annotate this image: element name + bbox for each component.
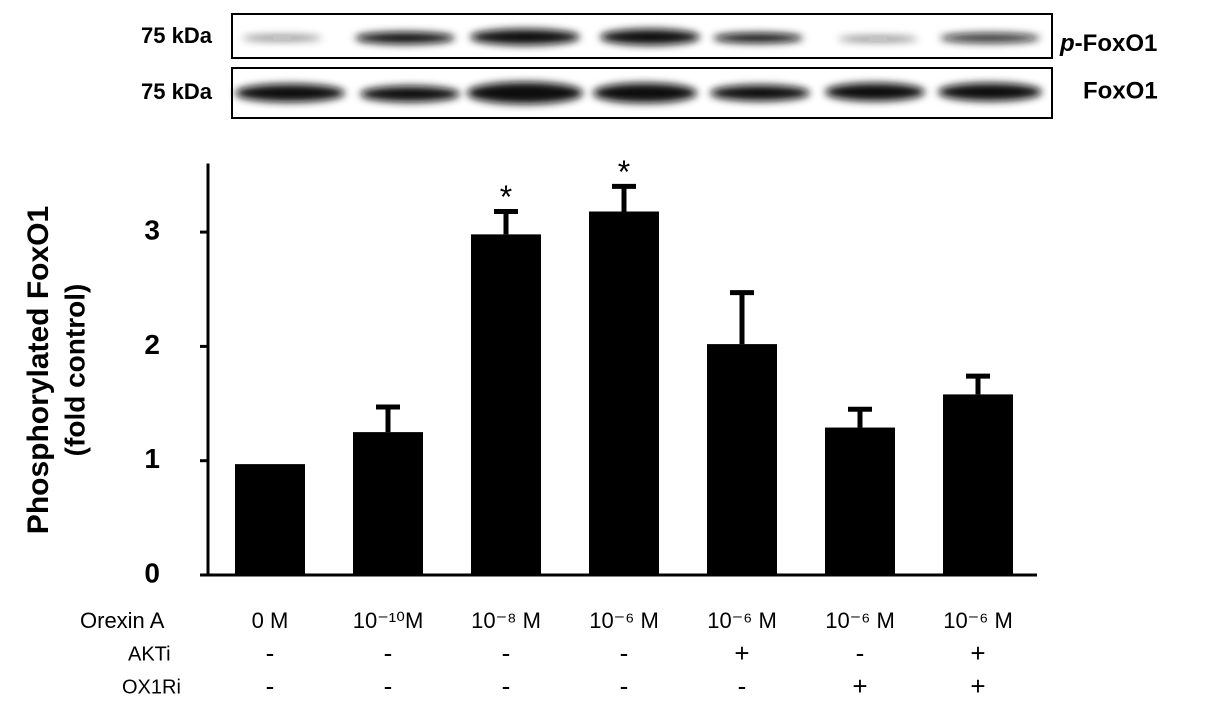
y-axis-title-line: Phosphorylated FoxO1 (22, 206, 55, 534)
blot-size: 75 kDa (141, 23, 213, 48)
x-tick-label: 10⁻⁶ M (707, 608, 777, 633)
x-tick-label: 10⁻⁶ M (589, 608, 659, 633)
condition-value: - (856, 638, 865, 668)
blot-size: 75 kDa (141, 79, 213, 104)
y-tick-label: 3 (144, 214, 160, 245)
y-axis-title-line: (fold control) (59, 284, 90, 457)
blot-label: p-FoxO1 (1059, 30, 1157, 57)
blot-label-text: -FoxO1 (1075, 30, 1158, 57)
error-bar (848, 406, 872, 428)
error-bar (730, 290, 754, 345)
condition-value: - (620, 638, 629, 668)
error-bar (966, 373, 990, 395)
condition-value: - (620, 671, 629, 701)
x-tick-label: 10⁻⁸ M (471, 608, 541, 633)
condition-value: + (970, 671, 985, 701)
x-tick-label: 10⁻⁶ M (943, 608, 1013, 633)
x-tick-label: 10⁻⁶ M (825, 608, 895, 633)
bar (353, 432, 423, 575)
condition-name: AKTi (128, 643, 171, 665)
y-tick-label: 2 (144, 329, 160, 360)
blot-label-prefix: p (1059, 30, 1075, 57)
condition-value: - (266, 671, 275, 701)
x-tick-label: 0 M (252, 608, 289, 633)
y-tick-label: 1 (144, 443, 160, 474)
condition-value: - (738, 671, 747, 701)
condition-value: - (384, 638, 393, 668)
error-bar (494, 209, 518, 235)
condition-value: - (266, 638, 275, 668)
error-bar (612, 183, 636, 212)
blot-label: FoxO1 (1083, 77, 1158, 104)
y-tick-label: 0 (144, 557, 160, 588)
x-tick-label: 10⁻¹⁰M (353, 608, 424, 633)
blot-top (231, 13, 1053, 59)
condition-value: - (384, 671, 393, 701)
condition-value: - (502, 638, 511, 668)
significance-marker: * (618, 154, 630, 190)
blot-bottom (231, 67, 1053, 119)
condition-name: OX1Ri (122, 676, 181, 698)
condition-value: + (970, 638, 985, 668)
x-axis-title: Orexin A (80, 608, 165, 633)
condition-value: + (734, 638, 749, 668)
error-bar (376, 404, 400, 433)
significance-marker: * (500, 179, 512, 215)
condition-value: - (502, 671, 511, 701)
bar (235, 464, 305, 575)
condition-value: + (852, 671, 867, 701)
y-axis-title: Phosphorylated FoxO1 (fold control) (22, 206, 90, 534)
bar (589, 211, 659, 575)
bar (943, 394, 1013, 575)
bar (825, 427, 895, 575)
bar (471, 234, 541, 575)
bar (707, 344, 777, 575)
